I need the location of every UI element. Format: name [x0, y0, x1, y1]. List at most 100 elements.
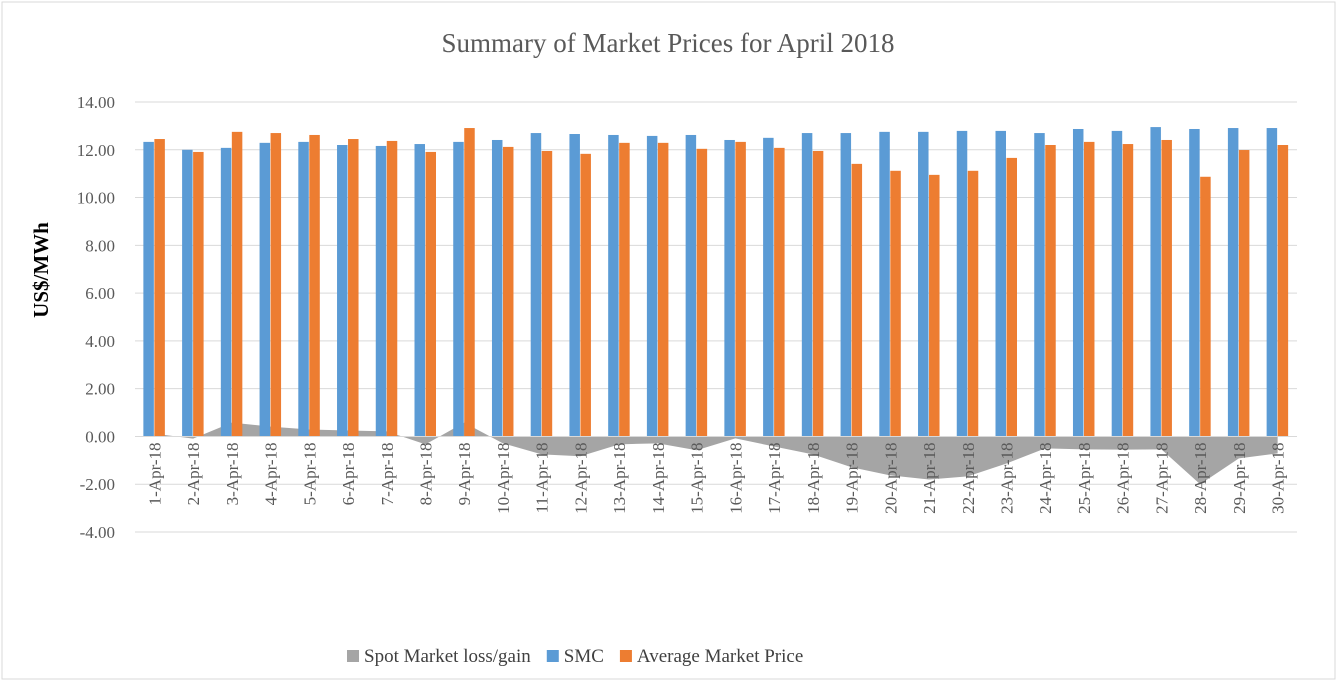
bar: [1189, 128, 1200, 437]
x-tick-label: 5-Apr-18: [300, 442, 319, 505]
y-tick-label: 14.00: [77, 93, 115, 112]
bar: [425, 151, 436, 437]
bar: [1045, 145, 1056, 437]
bar: [801, 133, 813, 437]
bar: [569, 134, 580, 437]
bar: [995, 130, 1006, 437]
bar: [453, 141, 464, 437]
bar: [337, 145, 348, 437]
bar: [259, 142, 271, 437]
x-tick-label: 16-Apr-18: [726, 442, 745, 513]
x-tick-label: 4-Apr-18: [262, 442, 281, 505]
bar: [956, 130, 968, 437]
y-tick-label: 0.00: [85, 427, 115, 446]
x-tick-label: 13-Apr-18: [610, 442, 629, 513]
bar: [879, 131, 890, 437]
bar: [1111, 130, 1123, 437]
x-tick-label: 12-Apr-18: [571, 442, 590, 513]
chart-title: Summary of Market Prices for April 2018: [442, 28, 895, 58]
bar: [696, 148, 708, 437]
x-tick-label: 8-Apr-18: [417, 442, 436, 505]
bar: [270, 133, 282, 437]
legend-label: Spot Market loss/gain: [364, 646, 531, 667]
legend-swatch: [347, 650, 359, 662]
x-tick-label: 19-Apr-18: [843, 442, 862, 513]
bar: [1072, 128, 1084, 437]
legend-label: SMC: [564, 646, 604, 667]
x-tick-label: 25-Apr-18: [1075, 442, 1094, 513]
legend-label: Average Market Price: [637, 646, 803, 667]
bar: [220, 147, 232, 437]
bar: [348, 139, 359, 437]
bar: [812, 150, 824, 437]
bar: [840, 133, 852, 437]
bar: [608, 134, 619, 437]
bar: [1006, 157, 1017, 437]
bar: [502, 146, 514, 437]
y-tick-label: 8.00: [85, 236, 115, 255]
y-tick-label: -2.00: [80, 475, 115, 494]
bar: [619, 142, 630, 437]
bar: [464, 128, 475, 437]
bar: [685, 134, 697, 437]
bar: [763, 137, 774, 437]
x-tick-label: 9-Apr-18: [455, 442, 474, 505]
bar: [580, 153, 591, 437]
bar: [143, 141, 154, 437]
y-tick-label: 10.00: [77, 189, 115, 208]
bar: [1266, 128, 1278, 437]
bar: [231, 131, 243, 437]
bar: [646, 135, 658, 437]
x-tick-label: 20-Apr-18: [881, 442, 900, 513]
bar: [1122, 144, 1134, 437]
x-tick-label: 23-Apr-18: [998, 442, 1017, 513]
bar: [929, 174, 940, 437]
x-tick-label: 14-Apr-18: [649, 442, 668, 513]
bar: [1277, 145, 1289, 437]
bar: [918, 131, 929, 437]
bar: [375, 145, 387, 437]
x-tick-label: 6-Apr-18: [339, 442, 358, 505]
bar: [1227, 128, 1239, 437]
y-tick-label: 6.00: [85, 284, 115, 303]
x-tick-label: 10-Apr-18: [494, 442, 513, 513]
bar: [735, 141, 746, 437]
bar: [309, 134, 320, 437]
x-tick-label: 29-Apr-18: [1230, 442, 1249, 513]
y-tick-label: 12.00: [77, 141, 115, 160]
bar: [491, 139, 503, 437]
x-tick-label: 27-Apr-18: [1152, 442, 1171, 513]
y-axis-title: US$/MWh: [29, 222, 53, 318]
bar: [1238, 150, 1250, 437]
bar: [298, 141, 309, 437]
bar: [182, 149, 193, 437]
bar: [1034, 133, 1045, 437]
bar: [851, 163, 863, 437]
x-tick-label: 28-Apr-18: [1191, 442, 1210, 513]
x-tick-label: 11-Apr-18: [533, 442, 552, 513]
bar: [1200, 176, 1211, 437]
x-tick-label: 15-Apr-18: [688, 442, 707, 513]
bar: [541, 150, 553, 437]
bar: [530, 133, 542, 437]
x-tick-label: 3-Apr-18: [223, 442, 242, 505]
x-tick-label: 22-Apr-18: [959, 442, 978, 513]
x-tick-label: 21-Apr-18: [920, 442, 939, 513]
x-tick-label: 30-Apr-18: [1269, 442, 1288, 513]
y-tick-label: 4.00: [85, 332, 115, 351]
bar: [724, 139, 735, 437]
bar: [774, 147, 785, 437]
x-tick-label: 2-Apr-18: [184, 442, 203, 505]
y-tick-label: -4.00: [80, 523, 115, 542]
x-tick-label: 18-Apr-18: [804, 442, 823, 513]
legend-swatch: [546, 650, 559, 662]
bar: [1150, 127, 1161, 437]
bar: [1083, 141, 1095, 437]
bar: [657, 142, 669, 437]
x-tick-label: 17-Apr-18: [765, 442, 784, 513]
area: [154, 422, 1278, 485]
bar: [154, 139, 165, 437]
x-tick-label: 24-Apr-18: [1036, 442, 1055, 513]
bar: [386, 140, 398, 437]
